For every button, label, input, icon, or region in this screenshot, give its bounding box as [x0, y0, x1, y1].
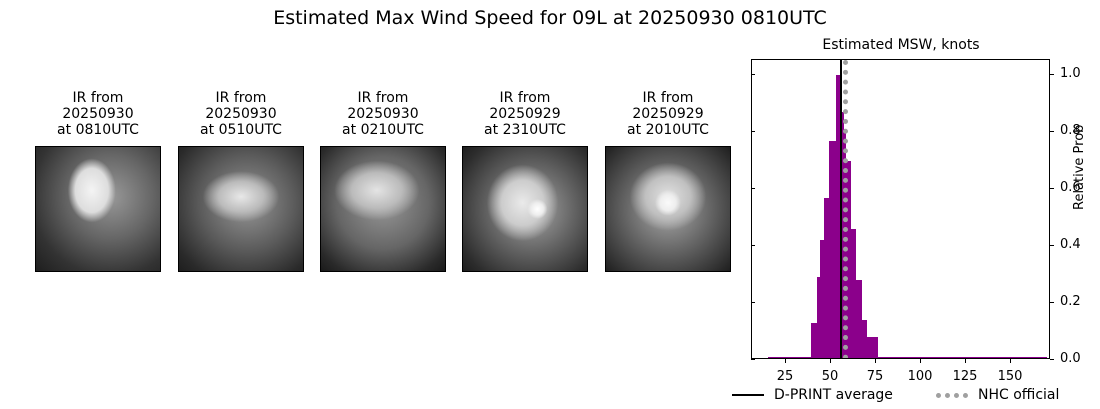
- ir-satellite-image: [462, 146, 588, 272]
- y-tick: [1050, 359, 1054, 360]
- x-tick-label: 125: [952, 369, 978, 384]
- nhc-official-line: [842, 60, 848, 358]
- y-tick-label: 0.8: [1060, 123, 1081, 138]
- ir-panel: IR from 20250930 at 0210UTC: [320, 90, 446, 272]
- histogram-bar: [829, 140, 837, 358]
- legend-item-nhc: NHC official: [936, 387, 1059, 403]
- y-tick: [751, 302, 755, 303]
- histogram-bar: [856, 280, 862, 358]
- histogram-bar: [816, 277, 821, 358]
- x-tick-label: 150: [997, 369, 1023, 384]
- ir-panel-title: IR from 20250930 at 0210UTC: [342, 90, 424, 138]
- ir-panel: IR from 20250929 at 2310UTC: [462, 90, 588, 272]
- ir-panel-title: IR from 20250930 at 0810UTC: [57, 90, 139, 138]
- histogram-bar: [861, 320, 867, 358]
- y-tick-label: 0.4: [1060, 237, 1081, 252]
- histogram-bar: [836, 75, 841, 358]
- y-tick: [1050, 188, 1054, 189]
- x-tick-label: 50: [821, 369, 839, 384]
- ir-panel-title: IR from 20250929 at 2010UTC: [627, 90, 709, 138]
- x-tick: [830, 359, 831, 363]
- histogram-bar: [846, 160, 851, 358]
- y-tick-label: 0.2: [1060, 294, 1081, 309]
- x-tick-label: 75: [866, 369, 884, 384]
- figure-title: Estimated Max Wind Speed for 09L at 2025…: [273, 7, 827, 29]
- legend-label-dprint: D-PRINT average: [774, 387, 893, 403]
- y-tick: [1050, 245, 1054, 246]
- y-tick-label: 0.6: [1060, 180, 1081, 195]
- ir-satellite-image: [178, 146, 304, 272]
- x-tick-label: 25: [776, 369, 794, 384]
- x-tick: [965, 359, 966, 363]
- histogram-bar: [877, 357, 1047, 358]
- y-tick-label: 1.0: [1060, 66, 1081, 81]
- y-tick-label: 0.0: [1060, 351, 1081, 366]
- ir-satellite-image: [35, 146, 161, 272]
- x-tick: [1010, 359, 1011, 363]
- y-tick: [751, 131, 755, 132]
- x-tick: [875, 359, 876, 363]
- x-tick: [920, 359, 921, 363]
- histogram-bar: [823, 197, 830, 358]
- histogram-bar: [840, 112, 844, 358]
- ir-satellite-image: [320, 146, 446, 272]
- y-tick: [751, 359, 755, 360]
- histogram-plot: [751, 59, 1050, 359]
- ir-panel: IR from 20250930 at 0510UTC: [178, 90, 304, 272]
- histogram-bar: [850, 228, 857, 358]
- y-tick: [1050, 131, 1054, 132]
- solid-line-icon: [732, 394, 764, 396]
- y-tick: [751, 74, 755, 75]
- legend-item-dprint: D-PRINT average: [732, 387, 893, 403]
- x-tick-label: 100: [907, 369, 933, 384]
- histogram-title: Estimated MSW, knots: [822, 37, 980, 53]
- histogram-bar: [811, 322, 817, 358]
- histogram-bar: [867, 337, 878, 358]
- x-tick: [785, 359, 786, 363]
- y-axis-label: Relative Prob: [1072, 124, 1087, 210]
- legend-label-nhc: NHC official: [978, 387, 1060, 403]
- y-tick: [751, 188, 755, 189]
- y-tick: [1050, 74, 1054, 75]
- y-tick: [1050, 302, 1054, 303]
- histogram-bar: [820, 240, 824, 358]
- dprint-average-line: [839, 60, 842, 358]
- ir-satellite-image: [605, 146, 731, 272]
- dotted-line-icon: [936, 392, 968, 398]
- ir-panel: IR from 20250929 at 2010UTC: [605, 90, 731, 272]
- ir-panel-title: IR from 20250929 at 2310UTC: [484, 90, 566, 138]
- ir-panel: IR from 20250930 at 0810UTC: [35, 90, 161, 272]
- histogram-bar: [768, 357, 812, 358]
- ir-panel-title: IR from 20250930 at 0510UTC: [200, 90, 282, 138]
- y-tick: [751, 245, 755, 246]
